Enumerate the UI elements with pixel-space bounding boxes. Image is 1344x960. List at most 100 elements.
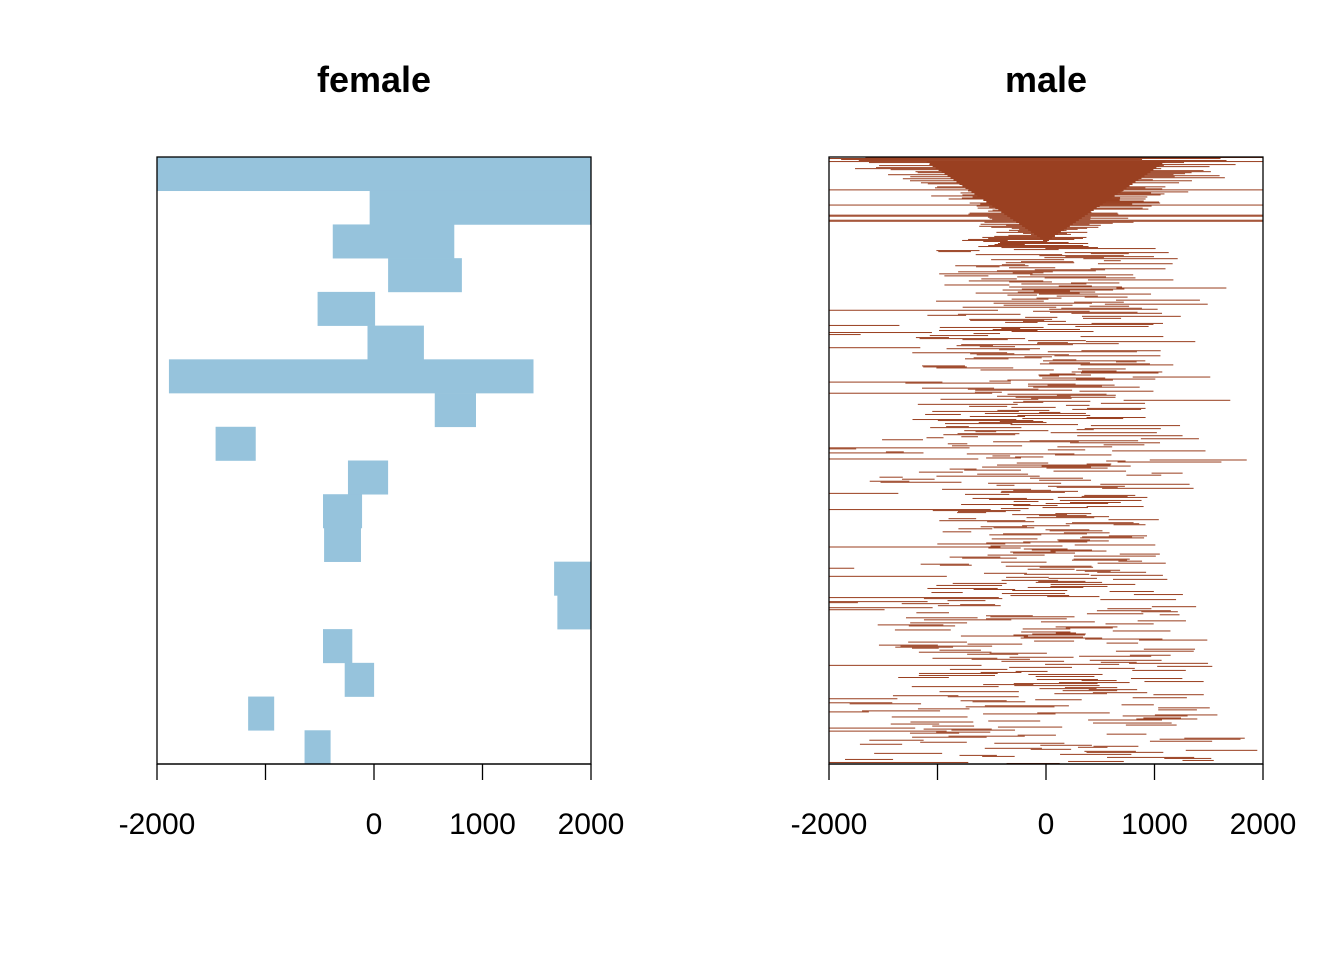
male-bar [981, 278, 1017, 280]
male-bar [939, 273, 1033, 275]
male-bar [1049, 308, 1158, 310]
male-bar [1020, 261, 1074, 263]
male-bar [1049, 530, 1103, 532]
male-bar [1119, 553, 1160, 555]
male-bar [1073, 555, 1156, 557]
male-bar [1158, 707, 1210, 709]
male-bar [1022, 628, 1071, 630]
male-bar [1070, 442, 1161, 444]
male-bar [979, 225, 1066, 227]
male-bar [1013, 683, 1098, 685]
male-bar [997, 464, 1111, 466]
male-bar [929, 335, 989, 337]
male-bar [1024, 573, 1090, 575]
male-bar [1049, 362, 1090, 364]
male-bar [969, 405, 1008, 407]
male-bar [917, 708, 970, 710]
male-bar [1071, 559, 1128, 561]
male-bar [992, 205, 1100, 207]
male-bar [1043, 360, 1146, 362]
male-bar [936, 367, 1014, 369]
male-bar [1107, 756, 1195, 758]
male-bar [1085, 341, 1196, 343]
male-bar [959, 183, 1133, 185]
male-bar [1059, 499, 1142, 501]
male-bar [1033, 310, 1090, 312]
male-bar [1045, 248, 1156, 250]
male-bar [1116, 287, 1227, 289]
male-bar [1185, 749, 1258, 751]
male-bar [1054, 355, 1161, 357]
male-bar [829, 158, 1221, 160]
male-bar [1054, 454, 1112, 456]
male-bar [988, 720, 1041, 722]
male-bar [1040, 621, 1095, 623]
male-bar [1081, 495, 1128, 497]
male-bar [1065, 404, 1090, 406]
male-bar [1047, 449, 1086, 451]
male-bar [1037, 712, 1110, 714]
male-bar [1125, 724, 1177, 726]
male-bar [988, 245, 1084, 247]
male-bar [1056, 394, 1116, 396]
male-bar [980, 197, 1112, 199]
male-bar [1039, 688, 1097, 690]
male-bar [1013, 249, 1059, 251]
male-bar [916, 612, 949, 614]
male-bar [1039, 375, 1060, 377]
male-bar [1023, 400, 1091, 402]
male-bar [980, 369, 1054, 371]
male-bar [1151, 606, 1197, 608]
male-bar [1112, 630, 1171, 632]
female-bar [168, 359, 534, 394]
male-bar [1017, 734, 1056, 736]
male-bar [1105, 623, 1154, 625]
male-bar [976, 354, 1069, 356]
male-bar [925, 413, 961, 415]
male-bar [989, 652, 1047, 654]
male-bar [1121, 704, 1154, 706]
male-bar [962, 306, 1057, 308]
male-bar [1085, 638, 1163, 640]
male-bar [1100, 402, 1146, 404]
male-bar [1079, 655, 1152, 657]
male-bar [923, 598, 1003, 600]
x-tick-label: 2000 [1230, 808, 1297, 841]
male-bar [946, 348, 1040, 350]
male-bar [988, 482, 1062, 484]
male-bar [1019, 223, 1073, 225]
male-bar [1030, 274, 1134, 276]
male-bar [956, 181, 1136, 183]
male-bar [970, 353, 1015, 355]
male-bar [993, 441, 1079, 443]
male-bar [1132, 376, 1211, 378]
male-bar [932, 510, 1021, 512]
male-bar [1081, 370, 1117, 372]
male-bar [961, 504, 1031, 506]
male-bar [1005, 321, 1038, 323]
male-bar [1061, 307, 1142, 309]
female-bar [367, 325, 424, 360]
male-bar [1044, 257, 1104, 259]
male-bar [1001, 579, 1059, 581]
male-bar [829, 381, 943, 383]
male-bar [1010, 217, 1082, 219]
male-bar [1077, 746, 1108, 748]
male-bar [1144, 681, 1204, 683]
male-bar [1013, 401, 1044, 403]
male-bar [1116, 299, 1200, 301]
female-bar [388, 258, 462, 293]
male-bar [939, 520, 1026, 522]
male-bar [1037, 342, 1068, 344]
male-bar [1084, 750, 1136, 752]
male-bar [862, 710, 941, 712]
male-bar [1057, 496, 1148, 498]
male-bar [950, 177, 1142, 179]
male-bar [1117, 461, 1222, 463]
male-bar [1006, 576, 1049, 578]
male-bar [1027, 586, 1084, 588]
male-bar [1027, 568, 1075, 570]
male-bar [1025, 316, 1058, 318]
male-x-axis: -2000 0 1000 2000 [791, 763, 1297, 841]
male-bar [1093, 722, 1172, 724]
